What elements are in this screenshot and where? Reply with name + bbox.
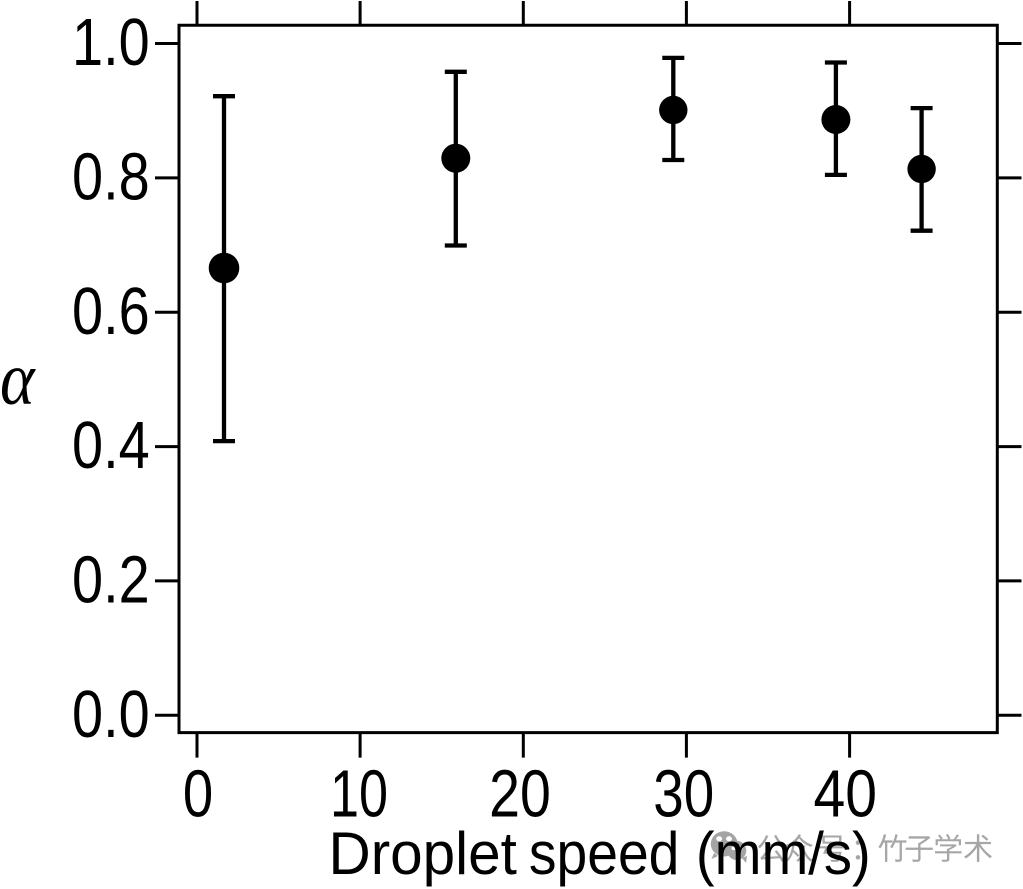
svg-text:0.0: 0.0: [72, 678, 150, 752]
svg-text:0: 0: [183, 757, 213, 831]
svg-text:40: 40: [814, 757, 878, 831]
svg-text:1.0: 1.0: [72, 6, 150, 80]
svg-text:(mm/s): (mm/s): [696, 819, 871, 887]
svg-text:0.2: 0.2: [72, 544, 150, 618]
svg-text:20: 20: [489, 757, 551, 831]
svg-text:0.8: 0.8: [72, 141, 150, 215]
svg-text:10: 10: [330, 757, 388, 831]
svg-text:Droplet: Droplet: [329, 819, 518, 887]
svg-text:α: α: [0, 338, 36, 421]
svg-text:0.4: 0.4: [72, 409, 150, 483]
svg-text:0.6: 0.6: [72, 275, 150, 349]
svg-text:speed: speed: [529, 819, 680, 887]
svg-text:30: 30: [653, 757, 714, 831]
